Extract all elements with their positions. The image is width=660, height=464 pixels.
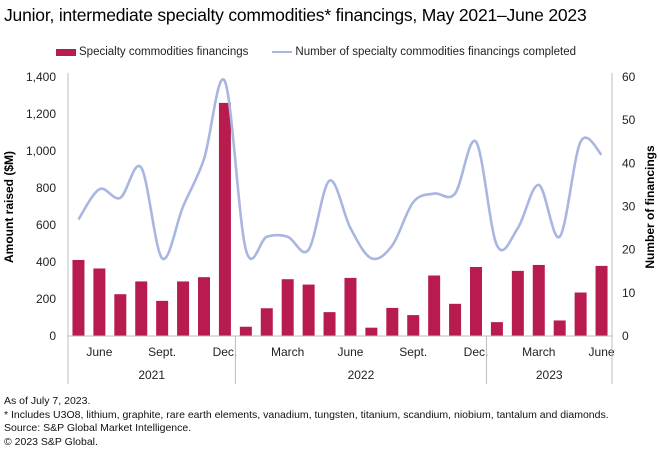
year-label-2023: 2023: [536, 368, 563, 382]
bars-group: [72, 102, 608, 337]
x-tick-label-10: March: [271, 345, 304, 359]
bar-5: [177, 281, 190, 336]
bar-11: [302, 284, 315, 336]
bar-16: [407, 315, 420, 336]
y2-tick-label-3: 30: [622, 200, 636, 214]
y-axis-label: Amount raised ($M): [2, 151, 16, 263]
y-tick-label-2: 400: [36, 255, 56, 269]
bar-20: [490, 322, 503, 336]
line-series-path: [77, 77, 603, 261]
axes-group: 0 200 400 600 800 1,000 1,200 1,400 0 10 20 30 40 50 6…: [26, 70, 636, 384]
bar-13: [344, 277, 357, 336]
bar-8: [239, 326, 252, 336]
bar-4: [156, 300, 169, 336]
y2-tick-label-5: 50: [622, 113, 636, 127]
year-label-2022: 2022: [348, 368, 375, 382]
y-tick-label-7: 1,400: [26, 70, 56, 84]
y2-tick-label-6: 60: [622, 70, 636, 84]
bar-2: [114, 294, 127, 336]
bar-0: [72, 259, 85, 336]
footer: As of July 7, 2023. * Includes U3O8, lit…: [4, 395, 609, 449]
y2-tick-label-4: 40: [622, 156, 636, 170]
y2-axis-label: Number of financings: [643, 145, 657, 269]
y2-tick-label-0: 0: [622, 329, 629, 343]
bar-1: [93, 268, 106, 336]
bar-24: [574, 292, 587, 336]
footer-copyright: © 2023 S&P Global.: [4, 435, 98, 448]
legend-line-swatch: [272, 51, 293, 53]
year-label-2021: 2021: [138, 368, 165, 382]
x-tick-label-7: Dec.: [213, 345, 238, 359]
bar-19: [470, 266, 482, 336]
x-tick-label-16: Sept.: [399, 345, 427, 359]
footer-source: Source: S&P Global Market Intelligence.: [4, 422, 192, 434]
bar-12: [323, 312, 336, 336]
legend-bar-label: Specialty commodities financings: [79, 46, 249, 58]
bar-18: [449, 303, 462, 336]
y2-tick-label-2: 20: [622, 243, 636, 257]
bar-3: [135, 281, 148, 336]
bar-6: [198, 277, 210, 336]
bar-14: [365, 327, 378, 336]
y-tick-label-3: 600: [36, 218, 56, 232]
chart-title: Junior, intermediate specialty commoditi…: [4, 5, 587, 25]
bar-9: [260, 308, 273, 336]
bar-25: [595, 265, 608, 336]
x-tick-label-1: June: [86, 345, 112, 359]
x-tick-label-13: June: [337, 345, 363, 359]
bar-23: [553, 320, 566, 336]
bar-15: [386, 307, 399, 336]
y-tick-label-4: 800: [36, 181, 56, 195]
bar-17: [428, 275, 441, 336]
footer-asof: As of July 7, 2023.: [4, 395, 91, 407]
bar-22: [532, 264, 545, 336]
y-tick-label-1: 200: [36, 292, 56, 306]
y2-tick-label-1: 10: [622, 286, 636, 300]
y-tick-label-6: 1,200: [26, 107, 56, 121]
y-tick-label-5: 1,000: [26, 144, 56, 158]
chart-svg: 0 200 400 600 800 1,000 1,200 1,400 0 10 20 30 40 50 6…: [2, 70, 657, 384]
bar-21: [511, 270, 524, 336]
legend: Specialty commodities financings Number …: [56, 46, 576, 58]
x-tick-label-25: June: [589, 345, 615, 359]
x-tick-label-22: March: [522, 345, 555, 359]
bar-7: [218, 102, 231, 337]
line-group: [77, 77, 603, 261]
legend-line-label: Number of specialty commodities financin…: [295, 46, 576, 58]
x-tick-label-19: Dec.: [464, 345, 489, 359]
footer-note: * Includes U3O8, lithium, graphite, rare…: [4, 408, 609, 421]
legend-bar-swatch: [56, 48, 76, 56]
y-tick-label-0: 0: [49, 329, 56, 343]
bar-10: [281, 279, 294, 336]
x-tick-label-4: Sept.: [148, 345, 176, 359]
